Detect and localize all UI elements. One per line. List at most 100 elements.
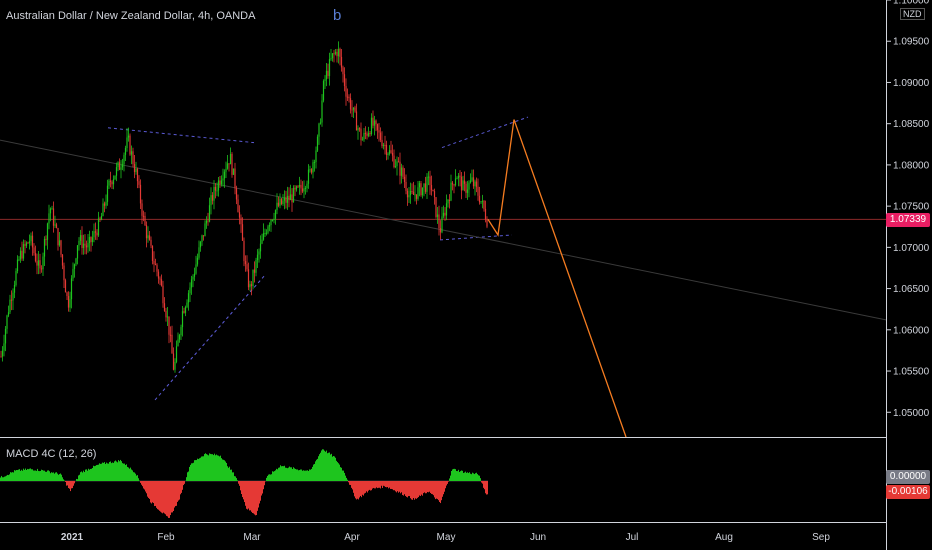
candle-body [39,260,41,269]
candle-body [433,191,436,198]
macd-bar [210,453,211,481]
macd-bar [91,468,92,481]
macd-bar [150,481,151,503]
macd-bar [98,464,99,481]
candle-body [355,111,358,131]
candle-body [196,257,199,265]
candle-body [402,167,404,177]
candle-body [291,194,293,203]
macd-bar [359,481,360,498]
candle-body [132,151,134,165]
candle-body [108,180,110,186]
candle-body [454,178,457,186]
macd-bar [274,471,275,481]
candle-body [411,191,413,193]
macd-bar [366,481,367,492]
candle-body [306,183,308,188]
macd-bar [242,481,243,498]
macd-bar [214,453,215,481]
macd-bar [337,462,338,481]
currency-badge[interactable]: NZD [900,8,925,20]
candle-body [73,264,76,269]
candle-body [406,190,409,198]
candle-body [63,265,65,281]
macd-bar [460,471,461,481]
candle-body [432,189,434,192]
macd-bar [171,481,172,513]
candle-body [345,86,347,97]
candle-body [183,311,185,313]
macd-bar [28,469,29,481]
macd-bar [435,481,436,500]
macd-bar [1,475,2,481]
macd-bar [292,469,293,481]
macd-bar [200,457,201,481]
wave-label-b[interactable]: b [333,7,342,24]
macd-bar [478,475,479,481]
macd-bar [363,481,364,496]
candle-body [252,269,254,287]
candle-body [309,169,311,171]
macd-bar [345,475,346,481]
macd-bar [360,481,361,496]
candle-body [364,132,367,134]
candle-body [426,176,428,192]
macd-bar [105,463,106,481]
macd-bar [257,481,258,511]
macd-bar [386,481,387,488]
macd-indicator-title[interactable]: MACD 4C (12, 26) [6,448,97,460]
candle-body [468,182,470,190]
candle-body [396,161,398,167]
macd-bar [227,466,228,481]
candle-body [235,188,238,200]
macd-pane [0,449,488,518]
macd-bar [280,465,281,481]
macd-bar [4,476,5,481]
candle-body [243,240,245,262]
macd-bar [228,467,229,481]
macd-bar [20,470,21,481]
macd-bar [218,455,219,481]
macd-bar [95,465,96,481]
candle-body [93,231,95,238]
y-tick-label: 1.09000 [893,78,930,89]
y-tick-label: 1.10000 [893,0,930,7]
candle-body [205,220,208,224]
macd-bar [432,481,433,495]
macd-bar [199,458,200,481]
candle-body [0,356,2,358]
macd-bar [45,471,46,481]
y-tick-label: 1.08500 [893,119,930,130]
macd-bar [69,481,70,489]
macd-bar [346,477,347,481]
macd-bar [282,466,283,481]
candle-body [325,70,328,80]
macd-bar [176,481,177,506]
macd-bar [37,468,38,481]
candle-body [190,279,193,288]
candle-body [327,70,329,77]
candle-body [292,187,295,203]
macd-bar [356,481,357,500]
candle-body [372,117,374,126]
macd-bar [90,468,91,481]
y-tick-label: 1.06000 [893,325,930,336]
candle-body [276,202,278,211]
macd-bar [220,455,221,481]
macd-bar [77,479,78,481]
candle-body [267,226,269,233]
candle-body [466,189,469,193]
price-pane [0,41,887,438]
macd-bar [392,481,393,490]
candle-body [250,284,253,287]
macd-bar [470,473,471,481]
macd-zero-badge: 0.00000 [886,470,930,484]
candle-body [336,51,338,57]
candle-body [297,186,299,188]
macd-bar [201,456,202,481]
candle-body [91,237,94,243]
macd-bar [388,481,389,489]
macd-bar [2,477,3,481]
candle-body [189,287,191,294]
